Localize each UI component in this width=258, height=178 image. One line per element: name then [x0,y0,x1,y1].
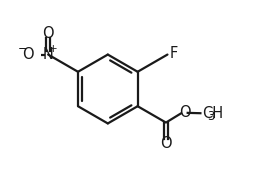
Text: O: O [160,136,172,151]
Text: CH: CH [202,106,223,121]
Text: O: O [179,105,190,120]
Text: N: N [43,47,54,62]
Text: O: O [42,26,54,41]
Text: F: F [170,46,178,61]
Text: −: − [18,42,28,55]
Text: O: O [22,47,33,62]
Text: +: + [49,44,57,54]
Text: 3: 3 [207,110,214,123]
